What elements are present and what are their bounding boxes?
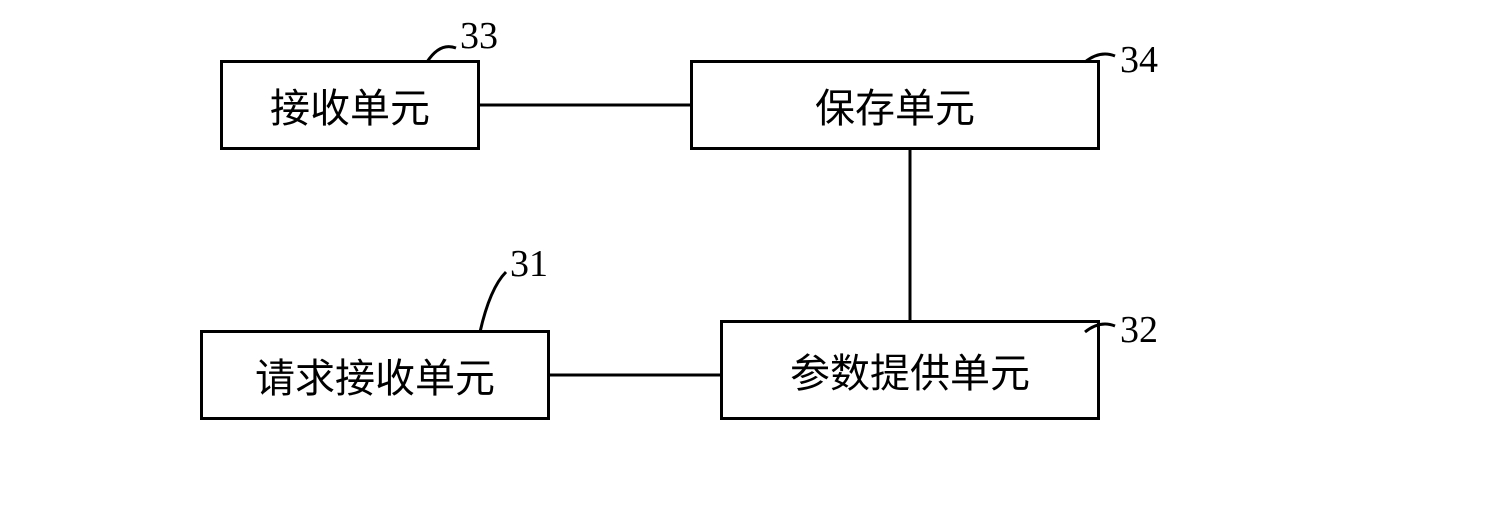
connector-lines: [180, 20, 1280, 490]
diagram-container: 接收单元 33 保存单元 34 请求接收单元 31 参数提供单元 32: [180, 20, 1280, 490]
